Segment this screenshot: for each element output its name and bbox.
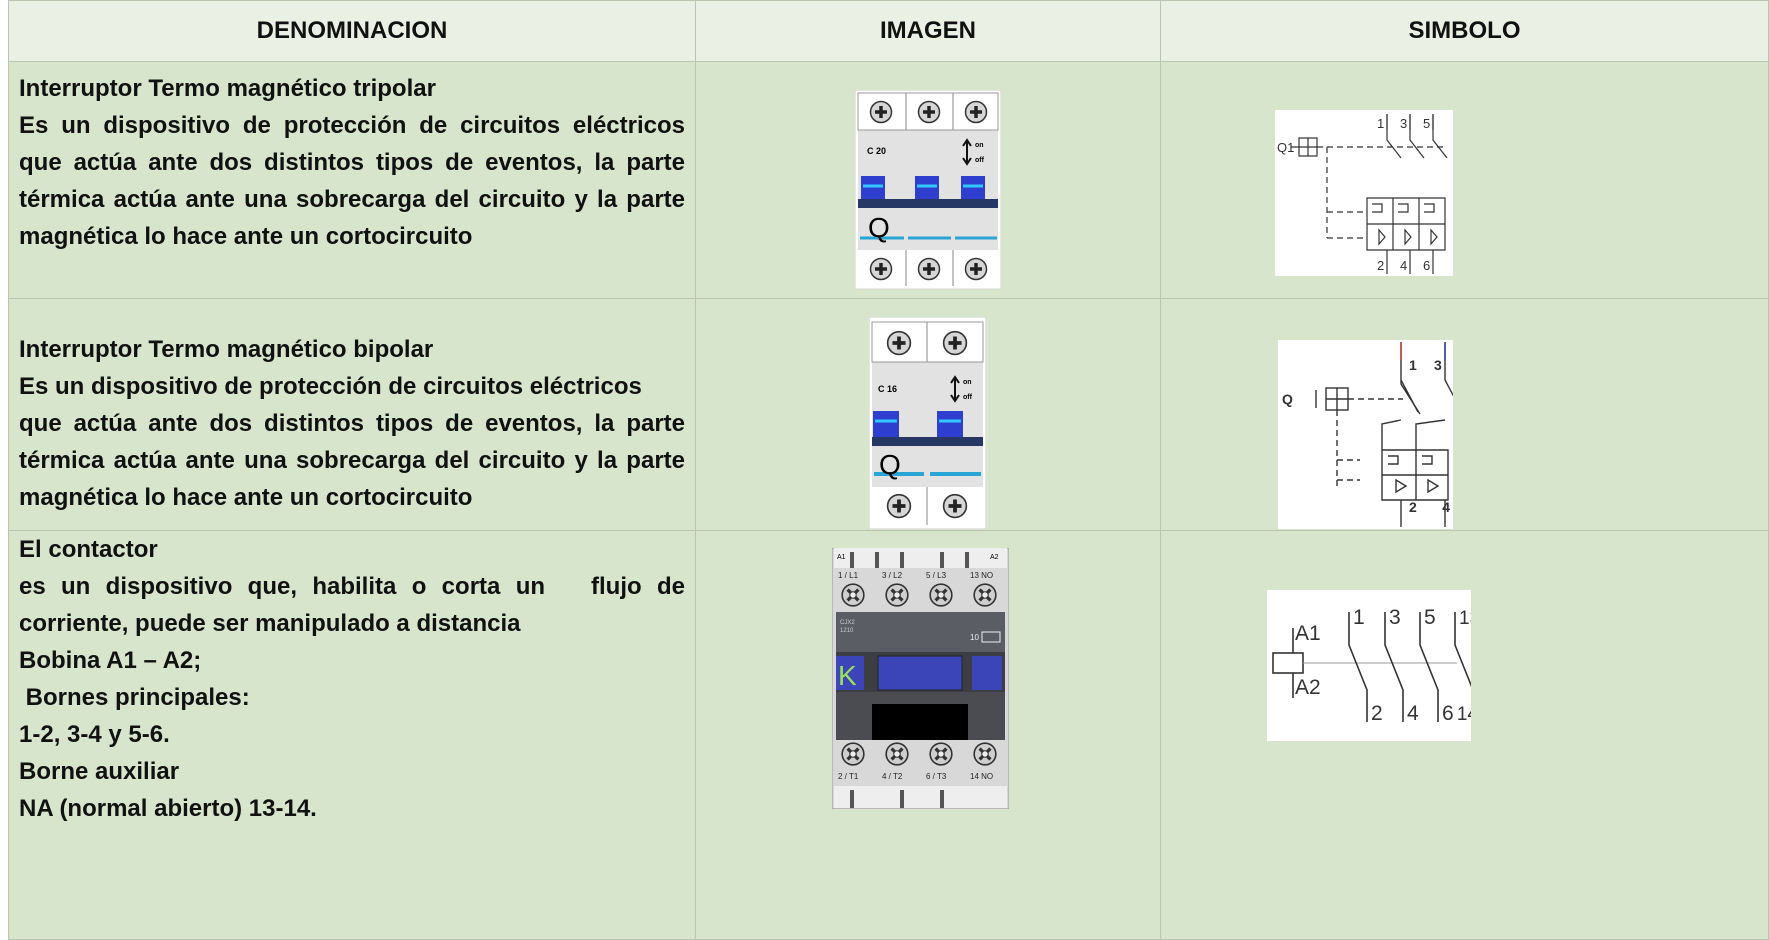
device-name: El contactor — [19, 536, 158, 563]
terminal-label: 1 — [1377, 116, 1384, 131]
description-line: 1-2, 3-4 y 5-6. — [19, 721, 170, 748]
description-line: magnética lo hace ante un cortocircuito — [19, 223, 473, 250]
terminal-label: 3 — [1434, 357, 1442, 373]
device-letter: Q — [868, 212, 890, 243]
terminal-label: 5 — [1423, 116, 1430, 131]
device-name: Interruptor Termo magnético tripolar — [19, 75, 436, 102]
breaker-symbol: Q1 1 3 5 2 4 6 — [1275, 110, 1453, 276]
description-line: es un dispositivo que, habilita o corta … — [19, 573, 685, 600]
terminal-label: 4 — [1407, 702, 1419, 725]
description-line: Bornes principales: — [19, 684, 250, 711]
description-line: térmica actúa ante una sobrecarga del ci… — [19, 447, 685, 474]
terminal-label: 1 / L1 — [838, 571, 859, 580]
terminal-label: 4 / T2 — [882, 772, 903, 781]
header: SIMBOLO — [1408, 17, 1521, 44]
terminal-label: 6 — [1423, 258, 1430, 273]
description-line: Bobina A1 – A2; — [19, 647, 202, 674]
breaker-image: C 16 on off Q — [869, 317, 986, 529]
description-line: magnética lo hace ante un cortocircuito — [19, 484, 473, 511]
description-line: que actúa ante dos distintos tipos de ev… — [19, 410, 685, 437]
terminal-label: 4 — [1400, 258, 1407, 273]
rating-label: C 16 — [878, 384, 897, 394]
contactor-symbol: A1 A2 1 3 5 13 2 4 6 14 — [1267, 590, 1471, 741]
model-label: 1210 — [840, 628, 854, 634]
terminal-label: A1 — [1295, 622, 1321, 645]
description-line: Es un dispositivo de protección de circu… — [19, 373, 642, 400]
rating-label: C 20 — [867, 146, 886, 156]
description-cell: El contactor es un dispositivo que, habi… — [8, 530, 696, 940]
terminal-label: A1 — [837, 554, 846, 561]
header: DENOMINACION — [256, 17, 448, 44]
breaker-symbol: Q 1 3 2 4 — [1278, 340, 1453, 529]
device-name: Interruptor Termo magnético bipolar — [19, 336, 434, 363]
header: IMAGEN — [880, 17, 976, 44]
description-line: NA (normal abierto) 13-14. — [19, 795, 317, 822]
description-cell: Interruptor Termo magnético bipolar Es u… — [8, 298, 696, 531]
terminal-label: A2 — [1295, 676, 1321, 699]
symbol-cell — [1160, 298, 1769, 531]
terminal-label: 2 — [1409, 499, 1417, 515]
breaker-image: C 20 on off Q — [855, 90, 1001, 289]
header-cell: DENOMINACION — [8, 0, 696, 62]
terminal-label: A2 — [990, 554, 999, 561]
terminal-label: 14 NO — [970, 772, 993, 781]
off-label: off — [975, 157, 985, 164]
terminal-label: 1 — [1353, 606, 1365, 629]
model-label: CJX2 — [840, 620, 855, 626]
off-label: off — [963, 394, 973, 401]
contactor-image: A1 A2 1 / L1 3 / L2 5 / L3 13 NO CJX2 12… — [832, 548, 1009, 809]
terminal-label: 6 / T3 — [926, 772, 947, 781]
terminal-label: 2 / T1 — [838, 772, 859, 781]
description-line: térmica actúa ante una sobrecarga del ci… — [19, 186, 685, 213]
terminal-label: 3 — [1400, 116, 1407, 131]
terminal-label: 2 — [1377, 258, 1384, 273]
terminal-label: 4 — [1442, 499, 1450, 515]
on-label: on — [975, 142, 984, 149]
description-line: Borne auxiliar — [19, 758, 180, 785]
terminal-label: 5 — [1424, 606, 1436, 629]
terminal-label: 13 — [1459, 608, 1471, 629]
terminal-label: 5 / L3 — [926, 571, 947, 580]
terminal-label: 1 — [1409, 357, 1417, 373]
device-letter: Q — [879, 449, 901, 480]
terminal-label: 13 NO — [970, 571, 993, 580]
symbol-cell — [1160, 61, 1769, 299]
description-line: que actúa ante dos distintos tipos de ev… — [19, 149, 685, 176]
description-cell: Interruptor Termo magnético tripolar Es … — [8, 61, 696, 299]
terminal-label: 3 / L2 — [882, 571, 903, 580]
description-line: corriente, puede ser manipulado a distan… — [19, 610, 521, 637]
terminal-label: 14 — [1457, 704, 1471, 725]
on-label: on — [963, 379, 972, 386]
terminal-label: 3 — [1389, 606, 1401, 629]
terminal-label: 6 — [1442, 702, 1454, 725]
aux-label: 10 — [970, 633, 979, 642]
symbol-label: Q — [1282, 391, 1293, 407]
device-letter: K — [838, 660, 857, 691]
description-line: Es un dispositivo de protección de circu… — [19, 112, 685, 139]
symbol-label: Q1 — [1277, 140, 1294, 155]
header-cell: SIMBOLO — [1160, 0, 1769, 62]
terminal-label: 2 — [1371, 702, 1383, 725]
header-cell: IMAGEN — [695, 0, 1161, 62]
